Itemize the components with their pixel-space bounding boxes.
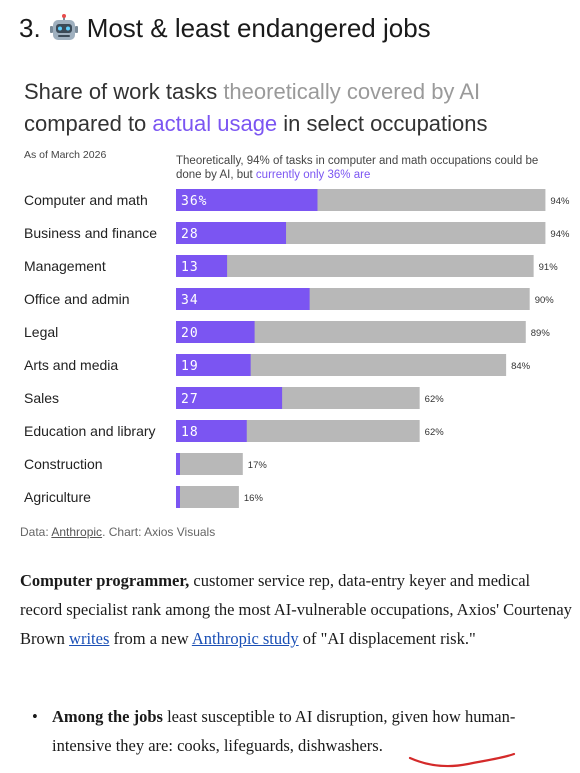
article-paragraph: Computer programmer, customer service re…	[20, 566, 576, 653]
actual-bar	[176, 486, 180, 508]
actual-bar	[176, 288, 310, 310]
chart-title-part: in select occupations	[277, 111, 488, 136]
article-text: of "AI displacement risk."	[298, 629, 476, 648]
bullet-bold-lead: Among the jobs	[52, 707, 163, 726]
bullet-text: least susceptible to AI disruption, give…	[52, 707, 516, 755]
article-bold-lead: Computer programmer,	[20, 571, 190, 590]
bullet-dot: •	[32, 707, 38, 726]
actual-bar	[176, 189, 318, 211]
actual-bar	[176, 222, 287, 244]
theoretical-value-label: 62%	[425, 394, 445, 405]
actual-value-label: 27	[181, 392, 199, 407]
theoretical-value-label: 89%	[531, 328, 551, 339]
actual-bar	[176, 321, 255, 343]
category-label: Construction	[24, 456, 103, 472]
source-suffix: . Chart: Axios Visuals	[102, 525, 216, 539]
category-label: Office and admin	[24, 291, 130, 307]
theoretical-bar	[176, 354, 507, 376]
actual-bar	[176, 420, 247, 442]
theoretical-bar	[176, 321, 526, 343]
actual-value-label: 13	[181, 260, 199, 275]
theoretical-value-label: 94%	[550, 229, 570, 240]
category-label: Arts and media	[24, 357, 118, 373]
source-prefix: Data:	[20, 525, 52, 539]
bar-chart: Computer and math 36% 94% Business and fina…	[24, 189, 570, 508]
link-writes[interactable]: writes	[69, 629, 110, 648]
theoretical-value-label: 84%	[511, 361, 531, 372]
theoretical-value-label: 62%	[425, 427, 445, 438]
actual-value-label: 20	[181, 326, 199, 341]
chart-title-theoretical: theoretically covered by AI	[223, 79, 481, 104]
category-label: Sales	[24, 390, 59, 406]
category-label: Agriculture	[24, 489, 91, 505]
actual-value-label: 36%	[181, 194, 207, 209]
theoretical-bar	[176, 255, 534, 277]
link-anthropic-study[interactable]: Anthropic study	[191, 629, 299, 648]
actual-bar	[176, 387, 283, 409]
category-label: Business and finance	[24, 225, 157, 241]
article-text: customer service rep, data-entry keyer a…	[20, 571, 572, 648]
section-number: 3.	[19, 13, 41, 43]
chart-source: Data: Anthropic. Chart: Axios Visuals	[20, 525, 215, 539]
actual-value-label: 28	[181, 227, 199, 242]
actual-bar	[176, 255, 228, 277]
theoretical-bar	[176, 453, 243, 475]
source-link-anthropic[interactable]: Anthropic	[51, 525, 103, 539]
chart-title-part: compared to	[24, 111, 153, 136]
category-label: Legal	[24, 324, 58, 340]
chart-title: Share of work tasks theoretically covere…	[24, 76, 488, 140]
chart-title-actual: actual usage	[152, 111, 278, 136]
chart-title-part: Share of work tasks	[24, 79, 224, 104]
bullet-item: • Among the jobs least susceptible to AI…	[32, 702, 572, 760]
actual-value-label: 18	[181, 425, 199, 440]
category-label: Computer and math	[24, 192, 148, 208]
as-of-date: As of March 2026	[24, 149, 107, 161]
section-title: 3. Most & least endangered jobs	[19, 13, 431, 44]
annotation-text: Theoretically, 94% of tasks in computer …	[176, 155, 539, 181]
theoretical-bar	[176, 486, 239, 508]
red-underline-mark	[408, 752, 516, 768]
theoretical-value-label: 17%	[248, 460, 268, 471]
annotation-highlight: currently only 36% are	[255, 169, 371, 181]
theoretical-value-label: 91%	[539, 262, 559, 273]
chart-annotation: Theoretically, 94% of tasks in computer …	[176, 154, 556, 182]
theoretical-value-label: 94%	[550, 196, 570, 207]
category-label: Management	[24, 258, 106, 274]
actual-value-label: 34	[181, 293, 199, 308]
theoretical-value-label: 90%	[535, 295, 555, 306]
category-label: Education and library	[24, 423, 156, 439]
actual-bar	[176, 453, 180, 475]
theoretical-value-label: 16%	[244, 493, 264, 504]
actual-bar	[176, 354, 251, 376]
section-heading: Most & least endangered jobs	[86, 13, 431, 43]
robot-icon	[49, 13, 79, 44]
actual-value-label: 19	[181, 359, 199, 374]
article-text: from a new	[109, 629, 192, 648]
